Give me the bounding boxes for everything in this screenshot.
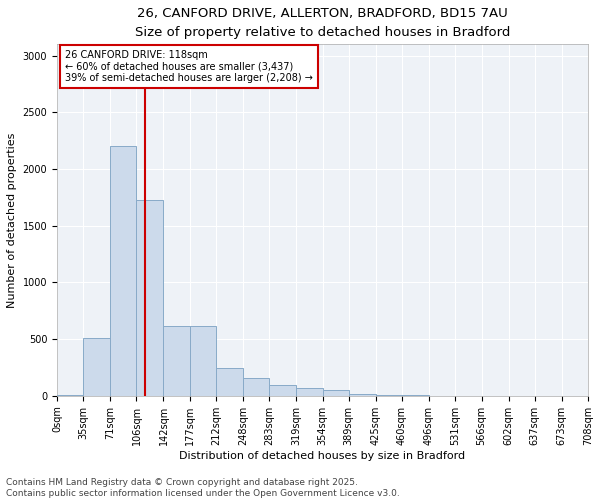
- Bar: [296, 388, 323, 396]
- Bar: [243, 378, 269, 396]
- Bar: [269, 384, 296, 396]
- Bar: [136, 200, 163, 396]
- Bar: [190, 326, 216, 396]
- Bar: [163, 326, 190, 396]
- Bar: [323, 390, 349, 396]
- Y-axis label: Number of detached properties: Number of detached properties: [7, 132, 17, 308]
- Title: 26, CANFORD DRIVE, ALLERTON, BRADFORD, BD15 7AU
Size of property relative to det: 26, CANFORD DRIVE, ALLERTON, BRADFORD, B…: [135, 7, 510, 39]
- Text: Contains HM Land Registry data © Crown copyright and database right 2025.
Contai: Contains HM Land Registry data © Crown c…: [6, 478, 400, 498]
- Bar: [216, 368, 243, 396]
- Bar: [83, 338, 110, 396]
- Bar: [349, 394, 376, 396]
- Text: 26 CANFORD DRIVE: 118sqm
← 60% of detached houses are smaller (3,437)
39% of sem: 26 CANFORD DRIVE: 118sqm ← 60% of detach…: [65, 50, 313, 83]
- Bar: [110, 146, 136, 396]
- Bar: [376, 395, 402, 396]
- X-axis label: Distribution of detached houses by size in Bradford: Distribution of detached houses by size …: [179, 450, 466, 460]
